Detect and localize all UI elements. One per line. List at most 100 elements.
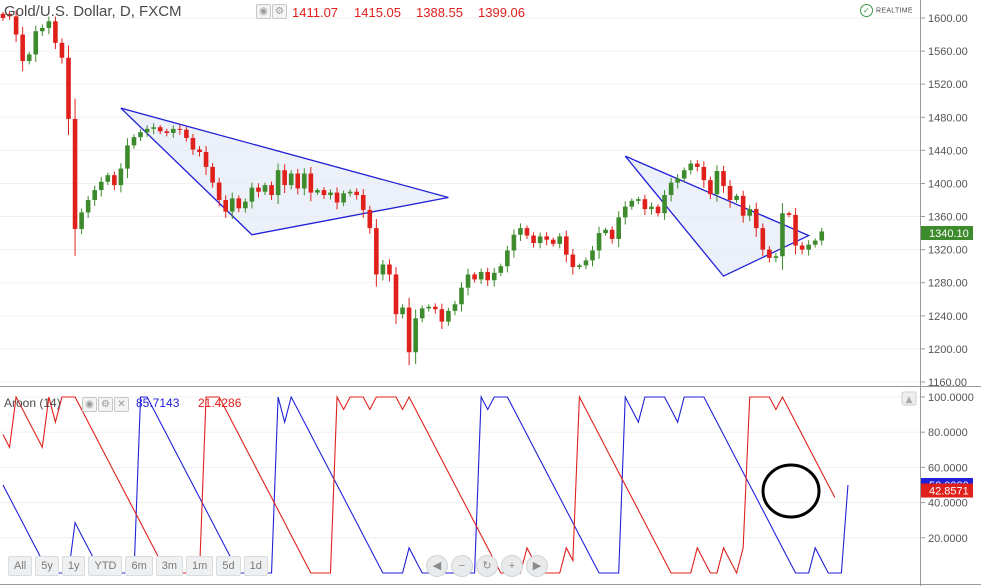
range-button-all[interactable]: All — [8, 556, 33, 576]
candle-body — [806, 244, 811, 250]
range-button-ytd[interactable]: YTD — [88, 556, 123, 576]
candle-body — [53, 21, 58, 43]
range-button-1m[interactable]: 1m — [186, 556, 214, 576]
aroon-tick-label: 20.0000 — [928, 533, 968, 545]
candle-body — [642, 199, 648, 210]
candle-body — [747, 209, 752, 216]
candle-body — [498, 266, 504, 273]
price-tick-label: 1480.00 — [928, 112, 968, 124]
candle-body — [177, 128, 183, 130]
candle-body — [118, 168, 124, 186]
candle-body — [583, 260, 589, 266]
candle-body — [439, 309, 445, 322]
candle-body — [518, 228, 523, 235]
candle-body — [98, 181, 104, 191]
candle-body — [675, 178, 680, 183]
visibility-eye-icon[interactable]: ◉ — [256, 4, 271, 19]
candle-body — [144, 128, 150, 133]
candle-body — [708, 180, 713, 195]
candle-body — [695, 163, 700, 167]
ohlc-high: 1415.05 — [354, 5, 401, 20]
candle-body — [105, 175, 111, 182]
candle-body — [773, 256, 779, 258]
aroon-up-line — [2, 394, 849, 574]
candle-body — [249, 187, 255, 202]
candle-body — [459, 287, 464, 305]
zoom-in-icon[interactable]: + — [501, 555, 523, 577]
pane-maximize-button[interactable] — [901, 391, 917, 406]
candle-body — [269, 185, 274, 196]
candle-body — [171, 128, 176, 133]
settings-gear-icon[interactable]: ⚙ — [272, 4, 287, 19]
candle-body — [452, 304, 458, 311]
candle-body — [295, 173, 301, 189]
candle-body — [701, 166, 707, 181]
candle-body — [33, 31, 39, 55]
candle-body — [0, 13, 6, 18]
candle-body — [164, 131, 170, 133]
aroon-down-marker-bg — [921, 483, 973, 498]
candle-body — [478, 271, 484, 280]
candle-body — [780, 213, 785, 257]
candle-body — [590, 250, 595, 261]
zoom-out-icon[interactable]: − — [451, 555, 473, 577]
candle-body — [308, 173, 314, 193]
candle-body — [786, 213, 792, 215]
candle-body — [406, 307, 412, 353]
indicator-settings-icon[interactable]: ⚙ — [98, 397, 113, 412]
aroon-down-line — [2, 394, 836, 575]
last-price-marker: 1340.10 — [929, 228, 969, 240]
candle-body — [59, 42, 65, 58]
realtime-badge: ✓ REALTIME — [860, 4, 913, 17]
navigation-bar: ◀ − ↻ + ▶ — [426, 555, 548, 577]
range-button-3m[interactable]: 3m — [155, 556, 184, 576]
range-button-1y[interactable]: 1y — [61, 556, 86, 576]
indicator-eye-icon[interactable]: ◉ — [82, 397, 97, 412]
aroon-up-value: 85.7143 — [136, 396, 180, 410]
ohlc-close: 1399.06 — [478, 5, 525, 20]
candle-body — [360, 195, 366, 210]
candle-body — [564, 236, 569, 255]
price-tick-label: 1400.00 — [928, 178, 968, 190]
candle-body — [472, 274, 477, 280]
indicator-label: Aroon (14) — [4, 396, 61, 410]
candle-body — [544, 236, 549, 240]
reset-icon[interactable]: ↻ — [476, 555, 498, 577]
candle-body — [256, 187, 261, 192]
candle-body — [79, 212, 84, 229]
price-gridlines — [0, 17, 920, 383]
candle-body — [72, 118, 78, 229]
candle-body — [131, 137, 137, 146]
range-button-6m[interactable]: 6m — [125, 556, 153, 576]
range-button-1d[interactable]: 1d — [243, 556, 268, 576]
price-tick-label: 1320.00 — [928, 245, 968, 257]
candle-body — [112, 175, 117, 186]
axis-markers: 1340.1050.000042.8571 — [921, 226, 973, 498]
candle-body — [334, 192, 340, 203]
last-price-marker-bg — [921, 226, 973, 241]
range-button-5y[interactable]: 5y — [35, 556, 59, 576]
candle-body — [157, 127, 163, 132]
chart-title: Gold/U.S. Dollar, D, FXCM — [4, 3, 182, 20]
aroon-tick-label: 100.0000 — [928, 392, 974, 404]
aroon-axis: 20.0000 40.0000 60.0000 80.0000 100.0000 — [920, 392, 974, 545]
range-button-5d[interactable]: 5d — [216, 556, 241, 576]
candle-body — [288, 173, 294, 186]
candle-body — [315, 190, 320, 193]
scroll-right-icon[interactable]: ▶ — [526, 555, 548, 577]
triangle-patterns — [120, 107, 811, 277]
candle-body — [138, 132, 143, 138]
indicator-close-icon[interactable]: ✕ — [114, 397, 129, 412]
scroll-left-icon[interactable]: ◀ — [426, 555, 448, 577]
candle-body — [636, 199, 641, 201]
candle-body — [819, 231, 825, 241]
price-tick-label: 1520.00 — [928, 79, 968, 91]
price-tick-label: 1440.00 — [928, 145, 968, 157]
candle-body — [557, 236, 563, 244]
candle-body — [753, 209, 759, 229]
candle-body — [7, 13, 12, 17]
candle-body — [26, 54, 32, 62]
candle-body — [341, 193, 346, 203]
candle-body — [767, 249, 772, 258]
highlight-circle — [761, 463, 821, 519]
